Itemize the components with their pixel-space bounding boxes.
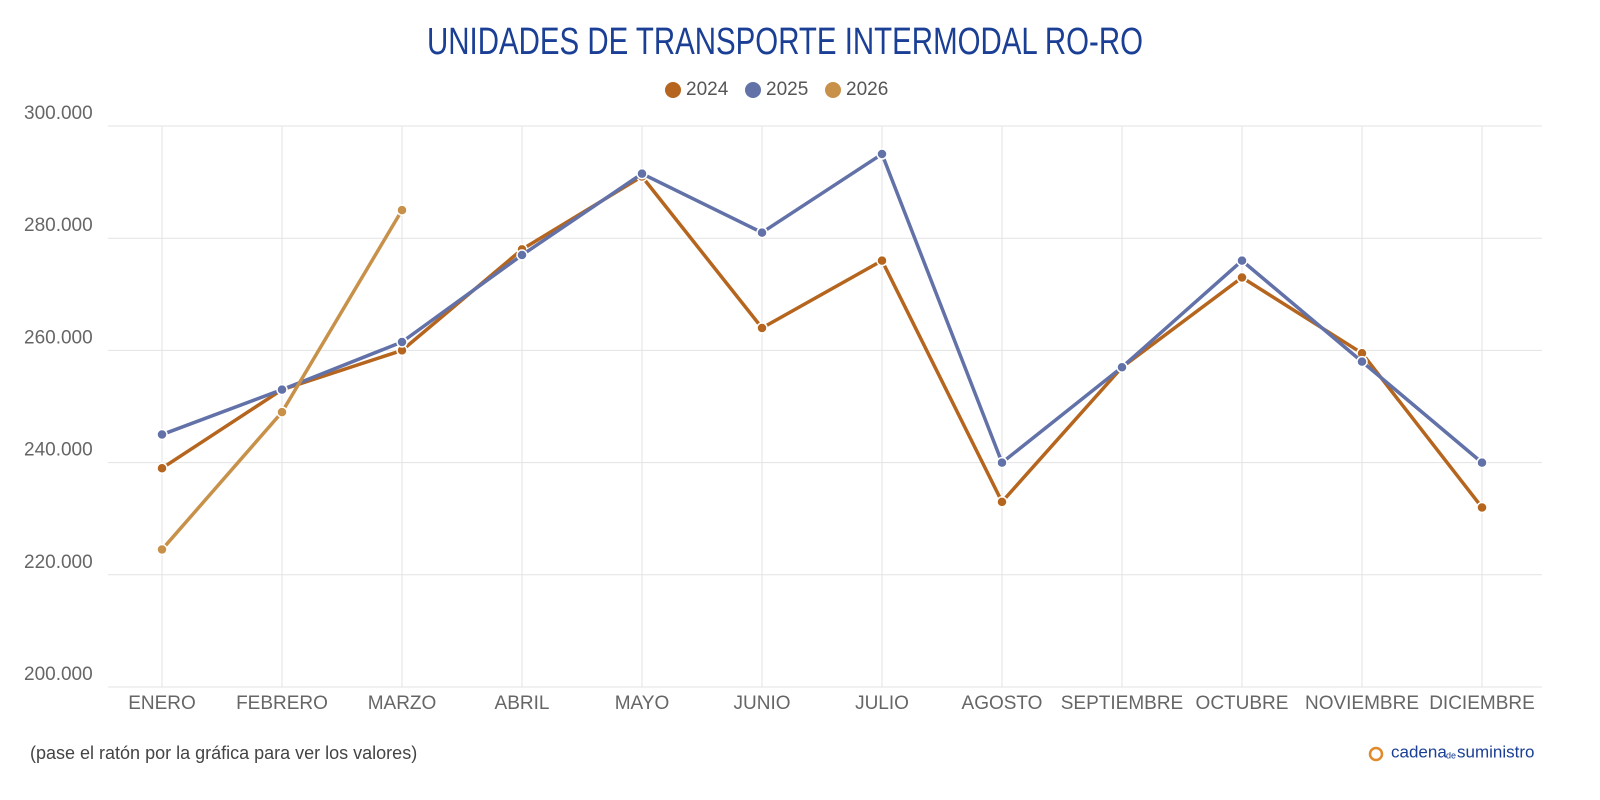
data-point: [1356, 355, 1368, 368]
data-point: [396, 336, 408, 348]
data-point: [1116, 361, 1128, 373]
y-tick-label: 260.000: [24, 327, 93, 348]
x-tick-label: DICIEMBRE: [1429, 693, 1535, 714]
chart-title: UNIDADES DE TRANSPORTE INTERMODAL RO-RO: [427, 21, 1143, 63]
data-point: [156, 462, 168, 474]
legend-label: 2026: [846, 79, 888, 100]
x-tick-label: FEBRERO: [236, 693, 328, 714]
data-point: [1236, 254, 1248, 267]
legend-label: 2024: [686, 79, 729, 100]
brand-text: suministro: [1457, 742, 1534, 761]
y-tick-label: 300.000: [24, 103, 93, 124]
data-point: [996, 456, 1008, 469]
x-tick-label: JUNIO: [734, 693, 791, 714]
data-point: [516, 249, 528, 261]
data-point: [276, 383, 288, 396]
legend-marker: [825, 82, 841, 98]
data-point: [876, 148, 888, 160]
data-point: [996, 496, 1008, 508]
x-tick-label: SEPTIEMBRE: [1061, 693, 1183, 714]
legend-marker: [745, 82, 761, 98]
series-line: [161, 152, 1484, 465]
data-point: [876, 254, 888, 267]
brand: cadena de suministro: [1368, 742, 1534, 762]
x-tick-label: MAYO: [615, 693, 670, 714]
y-tick-label: 240.000: [24, 440, 93, 461]
data-point: [156, 428, 168, 441]
x-tick-label: ENERO: [128, 693, 196, 714]
data-point: [156, 543, 168, 556]
x-tick-label: OCTUBRE: [1196, 693, 1289, 714]
data-point: [396, 204, 408, 216]
data-point: [1476, 456, 1488, 469]
legend-label: 2025: [766, 79, 808, 100]
data-point: [1236, 271, 1248, 284]
data-point: [756, 226, 768, 239]
brand-text: de: [1446, 750, 1456, 760]
brand-text: cadena: [1391, 742, 1447, 761]
x-tick-label: NOVIEMBRE: [1305, 693, 1419, 714]
y-tick-label: 200.000: [24, 664, 93, 685]
series-line: [161, 174, 1484, 509]
data-point: [276, 406, 288, 418]
data-point: [636, 167, 648, 180]
data-point: [1476, 501, 1488, 514]
data-point: [756, 322, 768, 334]
y-tick-label: 280.000: [24, 215, 93, 236]
x-tick-label: JULIO: [855, 693, 909, 714]
x-tick-label: AGOSTO: [962, 693, 1043, 714]
x-tick-label: ABRIL: [495, 693, 550, 714]
footnote: (pase el ratón por la gráfica para ver l…: [30, 743, 417, 763]
y-tick-label: 220.000: [24, 552, 93, 573]
brand-icon: [1368, 746, 1384, 762]
x-tick-label: MARZO: [368, 693, 437, 714]
legend-marker: [665, 82, 681, 98]
